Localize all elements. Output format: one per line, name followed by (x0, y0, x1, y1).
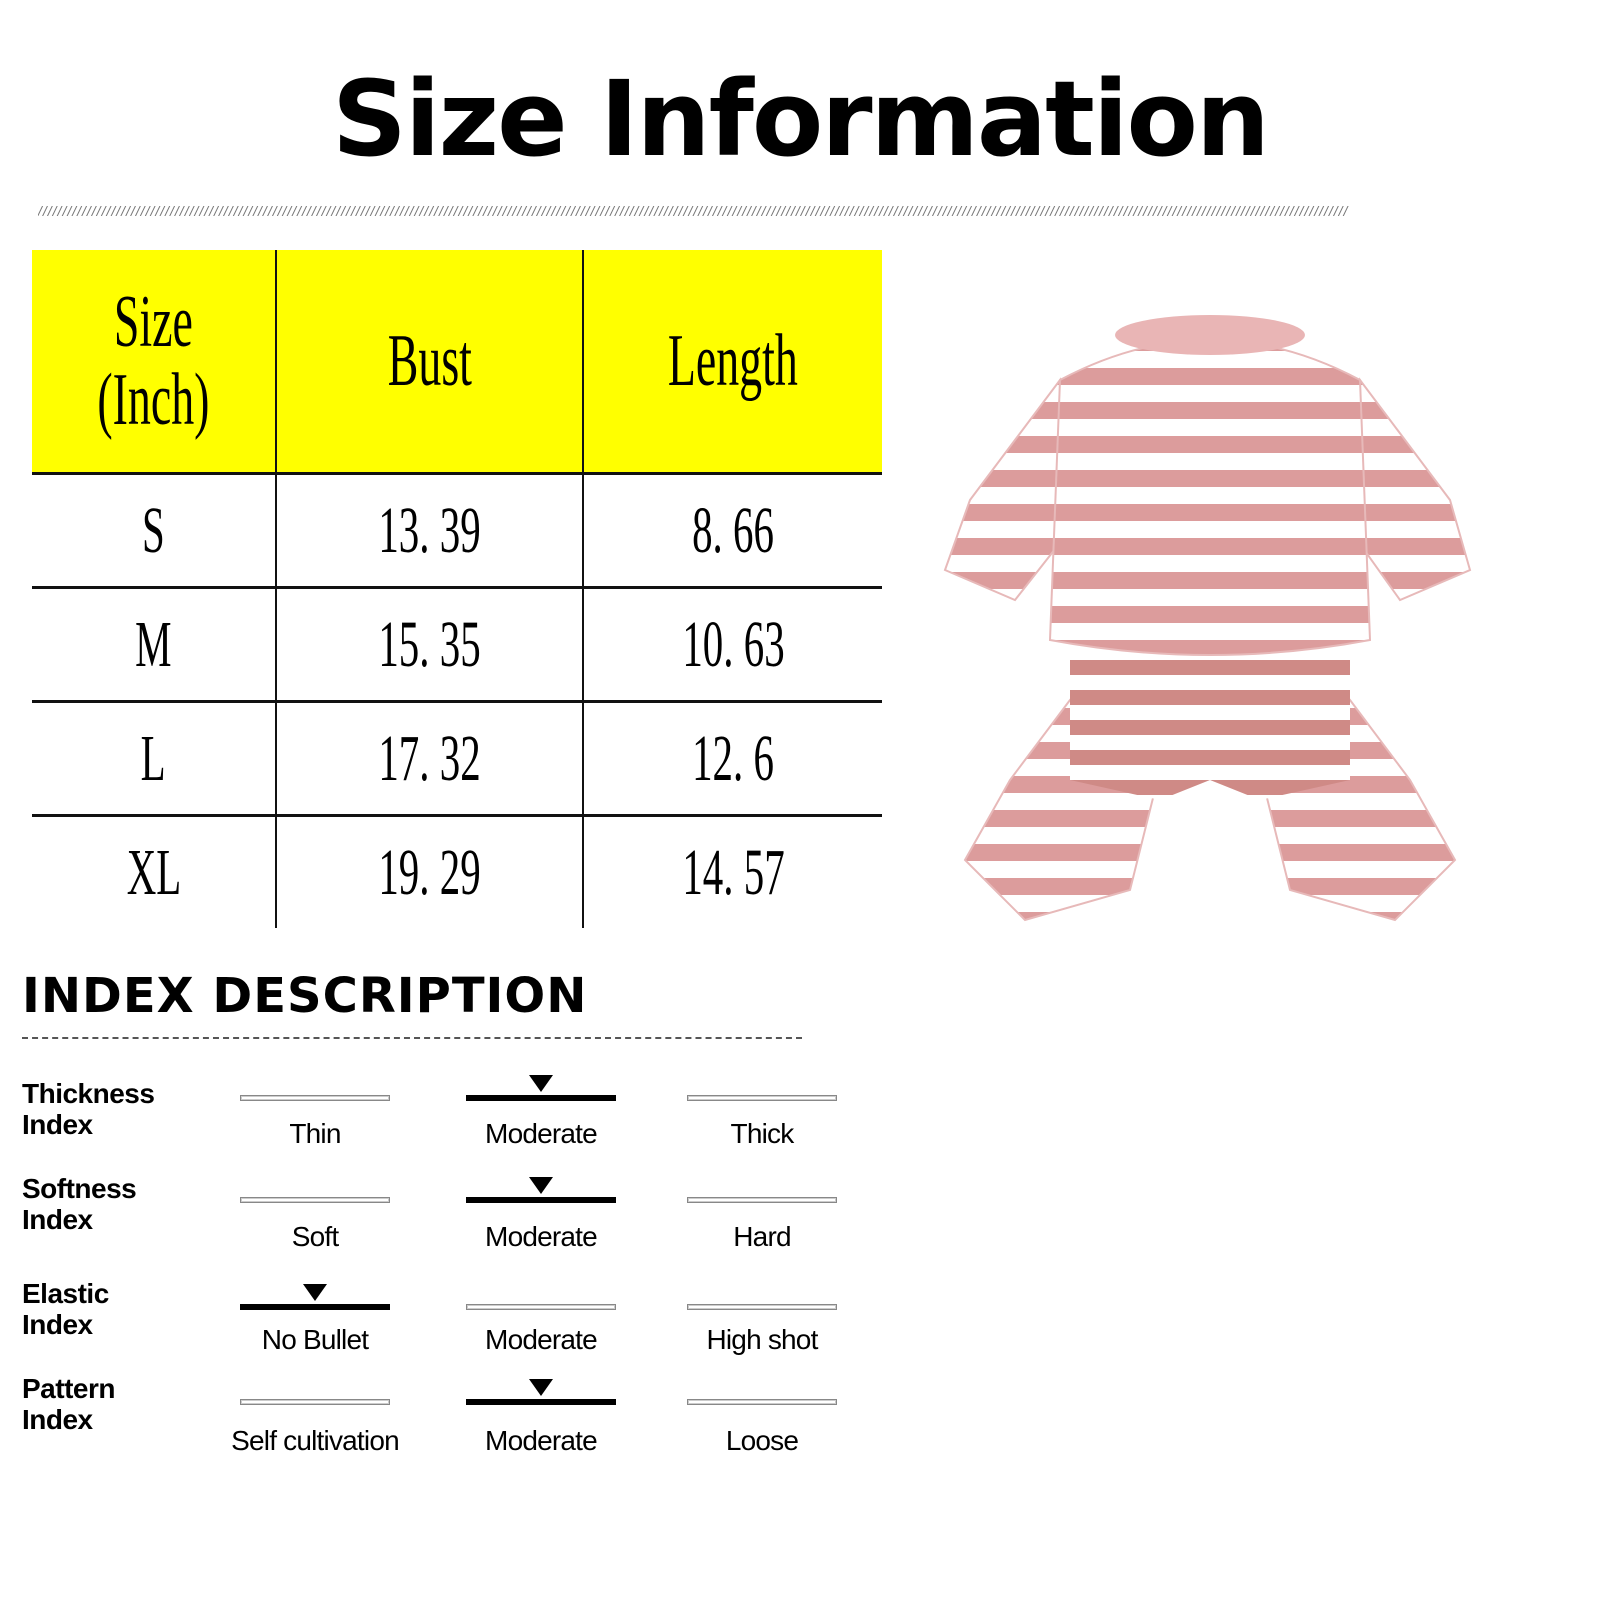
size-row: L 17. 32 12. 6 (32, 700, 882, 816)
index-bar (240, 1095, 390, 1101)
index-option-label: Moderate (485, 1425, 598, 1456)
cell-bust-text: 19. 29 (378, 835, 481, 909)
cell-length-text: 14. 57 (681, 835, 785, 909)
cell-bust-text: 15. 35 (378, 607, 481, 681)
decorative-divider: ////////////////////////////////////////… (38, 203, 1349, 219)
index-bar-selected (466, 1197, 616, 1203)
index-bar (240, 1399, 390, 1405)
index-option-label: Thin (289, 1118, 341, 1149)
index-option-label: Moderate (485, 1221, 598, 1252)
cell-length: 14. 57 (582, 814, 882, 928)
cell-length: 12. 6 (582, 700, 882, 816)
index-label-line1: Elastic (22, 1278, 109, 1309)
header-bust-text: Bust (387, 320, 472, 402)
cell-bust-text: 17. 32 (378, 721, 481, 795)
size-table-header: Size (Inch) Bust Length (32, 250, 882, 474)
cell-bust: 13. 39 (275, 472, 584, 588)
index-label-line1: Softness (22, 1173, 137, 1204)
cell-size: S (32, 472, 277, 588)
index-option-label: Moderate (485, 1118, 598, 1149)
page-title: Size Information (332, 58, 1270, 180)
index-label-line2: Index (22, 1109, 93, 1140)
index-description-title: INDEX DESCRIPTION (22, 968, 588, 1024)
index-option-label: High shot (706, 1324, 818, 1355)
triangle-marker-icon (529, 1075, 553, 1092)
index-option-label: Self cultivation (231, 1425, 400, 1456)
cell-length: 10. 63 (582, 586, 882, 702)
index-label-line2: Index (22, 1404, 93, 1435)
cell-length-text: 12. 6 (692, 721, 774, 795)
index-bar-selected (466, 1399, 616, 1405)
index-option-label: Soft (291, 1221, 339, 1252)
size-row: S 13. 39 8. 66 (32, 472, 882, 588)
index-bar (466, 1304, 616, 1310)
header-size-line2: (Inch) (97, 359, 210, 441)
cell-bust: 19. 29 (275, 814, 584, 928)
cell-size-text: M (135, 607, 172, 681)
header-bust: Bust (275, 250, 584, 474)
cell-size: XL (32, 814, 277, 928)
cell-bust: 17. 32 (275, 700, 584, 816)
cell-length-text: 8. 66 (692, 493, 774, 567)
triangle-marker-icon (303, 1284, 327, 1301)
cell-bust: 15. 35 (275, 586, 584, 702)
header-size: Size (Inch) (32, 250, 277, 474)
triangle-marker-icon (529, 1177, 553, 1194)
index-bar (687, 1399, 837, 1405)
cell-length-text: 10. 63 (681, 607, 785, 681)
header-length-text: Length (668, 320, 799, 402)
size-table: Size (Inch) Bust Length S 13. 39 8. 66 M 15. … (32, 250, 882, 928)
cell-size: M (32, 586, 277, 702)
size-row: XL 19. 29 14. 57 (32, 814, 882, 928)
index-row-label: Softness Index (22, 1173, 137, 1235)
header-length: Length (582, 250, 882, 474)
index-label-line2: Index (22, 1309, 93, 1340)
index-option-label: Loose (725, 1425, 799, 1456)
index-option-label: Moderate (485, 1324, 598, 1355)
cell-size: L (32, 700, 277, 816)
index-row-label: Elastic Index (22, 1278, 109, 1340)
index-option-label: Hard (733, 1221, 791, 1252)
cell-bust-text: 13. 39 (378, 493, 481, 567)
striped-pet-jumpsuit-image (943, 315, 1472, 922)
index-label-line1: Pattern (22, 1373, 115, 1404)
index-label-line2: Index (22, 1204, 93, 1235)
index-bar (687, 1095, 837, 1101)
size-row: M 15. 35 10. 63 (32, 586, 882, 702)
index-option-label: No Bullet (261, 1324, 369, 1355)
index-bar (687, 1304, 837, 1310)
index-bar (687, 1197, 837, 1203)
index-bar (240, 1197, 390, 1203)
header-size-line1: Size (114, 281, 194, 363)
cell-length: 8. 66 (582, 472, 882, 588)
triangle-marker-icon (529, 1379, 553, 1396)
cell-size-text: L (141, 721, 167, 795)
index-bar-selected (466, 1095, 616, 1101)
index-option-label: Thick (730, 1118, 795, 1149)
cell-size-text: XL (126, 835, 181, 909)
index-row-label: Pattern Index (22, 1373, 115, 1435)
dashed-divider (22, 1037, 802, 1039)
index-bar-selected (240, 1304, 390, 1310)
index-label-line1: Thickness (22, 1078, 155, 1109)
index-row-label: Thickness Index (22, 1078, 155, 1140)
cell-size-text: S (142, 493, 165, 567)
